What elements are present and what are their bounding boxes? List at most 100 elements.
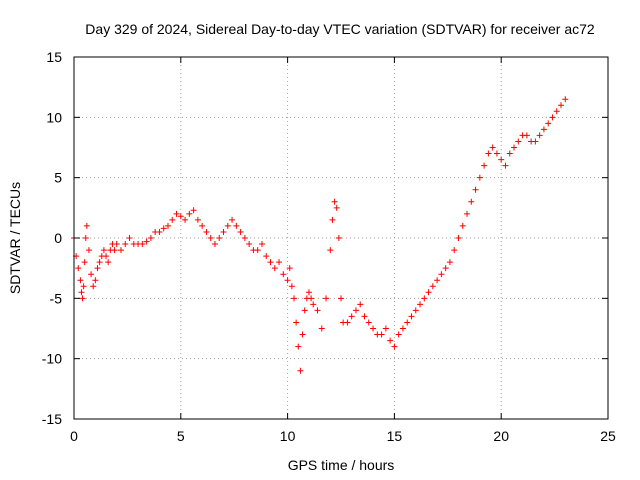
data-point: [177, 213, 184, 220]
data-point: [318, 325, 325, 332]
data-point: [329, 216, 336, 223]
data-point: [100, 247, 107, 254]
data-point: [199, 222, 206, 229]
data-point: [523, 132, 530, 139]
data-point: [481, 162, 488, 169]
data-point: [536, 132, 543, 139]
data-point: [558, 102, 565, 109]
y-tick-label: 5: [54, 170, 62, 186]
data-point: [78, 289, 85, 296]
x-axis-label: GPS time / hours: [288, 457, 395, 473]
data-point: [92, 277, 99, 284]
data-point: [438, 271, 445, 278]
y-tick-label: -5: [50, 290, 63, 306]
data-point: [331, 198, 338, 205]
data-point: [308, 295, 315, 302]
data-point: [442, 265, 449, 272]
data-point: [502, 162, 509, 169]
data-point: [464, 210, 471, 217]
data-point: [126, 235, 133, 241]
data-point: [305, 289, 312, 296]
data-point: [143, 238, 150, 245]
data-point: [451, 247, 458, 254]
data-point: [352, 307, 359, 314]
data-point: [455, 235, 462, 241]
data-point: [276, 259, 283, 266]
x-tick-label: 15: [387, 428, 403, 444]
data-point: [284, 277, 291, 284]
data-point: [186, 210, 193, 217]
tick-layer: 0 5 10 15 20 25 -15 -10 -5 0 5 10 15: [42, 49, 616, 444]
data-point: [408, 313, 415, 320]
data-point: [211, 241, 218, 248]
data-point: [545, 120, 552, 127]
y-tick-label: 0: [54, 230, 62, 246]
data-point: [511, 144, 518, 151]
data-point: [485, 150, 492, 157]
data-point: [111, 247, 118, 254]
data-point: [207, 235, 214, 241]
data-point: [288, 283, 295, 290]
data-point: [378, 331, 385, 338]
data-point: [75, 265, 82, 272]
grid-layer: [74, 57, 608, 419]
data-point: [333, 204, 340, 211]
data-point: [156, 228, 163, 235]
data-point: [96, 259, 103, 266]
data-point: [387, 337, 394, 344]
data-point: [532, 138, 539, 145]
data-point: [476, 174, 483, 181]
data-point: [421, 295, 428, 302]
data-point: [139, 241, 146, 248]
data-point: [224, 222, 231, 229]
data-point: [105, 259, 112, 266]
data-point: [299, 331, 306, 338]
data-point: [348, 313, 355, 320]
data-point: [399, 325, 406, 332]
data-point: [190, 207, 197, 214]
data-point: [382, 325, 389, 332]
data-point: [370, 325, 377, 332]
data-point: [404, 319, 411, 326]
data-point: [254, 247, 261, 254]
data-point: [310, 301, 317, 308]
data-point: [83, 222, 90, 229]
data-point: [417, 301, 424, 308]
data-point: [327, 247, 334, 254]
data-point: [280, 271, 287, 278]
data-point: [164, 222, 171, 229]
data-point: [562, 96, 569, 103]
data-point: [301, 307, 308, 314]
data-point: [553, 108, 560, 115]
data-point: [85, 247, 92, 254]
data-point: [79, 295, 86, 302]
data-point: [117, 247, 124, 254]
data-layer: [71, 96, 569, 374]
data-point: [361, 313, 368, 320]
y-tick-label: 10: [46, 109, 62, 125]
data-point: [237, 228, 244, 235]
y-axis-label: SDTVAR / TECUs: [7, 182, 23, 294]
data-point: [391, 343, 398, 350]
data-point: [549, 114, 556, 121]
data-point: [459, 222, 466, 229]
data-point: [395, 331, 402, 338]
y-tick-label: -10: [42, 351, 62, 367]
y-tick-label: -15: [42, 411, 62, 427]
data-point: [335, 235, 342, 241]
data-point: [88, 271, 95, 278]
x-tick-label: 0: [70, 428, 78, 444]
data-point: [160, 225, 167, 232]
data-point: [493, 150, 500, 157]
data-point: [94, 265, 101, 272]
data-point: [90, 283, 97, 290]
data-point: [323, 295, 330, 302]
data-point: [173, 210, 180, 217]
data-point: [344, 319, 351, 326]
data-point: [468, 198, 475, 205]
data-point: [429, 283, 436, 290]
x-tick-label: 10: [280, 428, 296, 444]
data-point: [77, 277, 84, 284]
